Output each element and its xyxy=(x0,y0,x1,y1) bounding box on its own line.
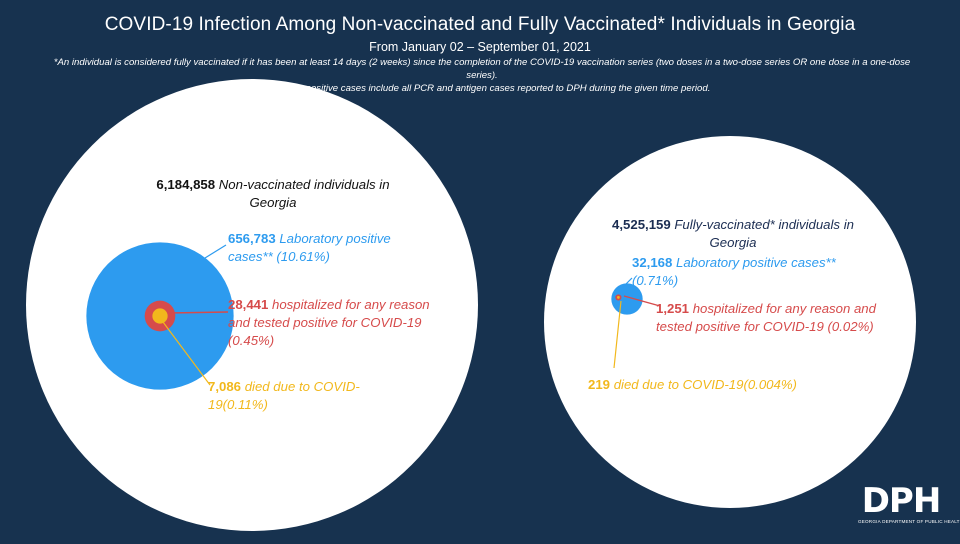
dph-logo: DPH GEORGIA DEPARTMENT OF PUBLIC HEALTH xyxy=(858,481,960,528)
right-population-label: 4,525,159 Fully-vaccinated* individuals … xyxy=(612,217,854,250)
right-hospitalized-label: 1,251 hospitalized for any reason and te… xyxy=(656,301,876,334)
right-cases-circle xyxy=(611,283,643,315)
right-population-circle xyxy=(544,136,916,508)
chart-subtitle: From January 02 – September 01, 2021 xyxy=(369,40,591,54)
right-cases-label: 32,168 Laboratory positive cases**(0.71%… xyxy=(632,255,836,288)
footnote-lab-positive: **Laboratory positive cases include all … xyxy=(249,83,711,94)
left-died-leader xyxy=(159,317,211,386)
right-died-leader xyxy=(613,300,622,369)
left-cases-leader xyxy=(204,244,227,259)
left-population-label: 6,184,858 Non-vaccinated individuals in … xyxy=(156,177,390,210)
right-died-label: 219 died due to COVID-19(0.004%) xyxy=(588,377,797,392)
right-cases-leader xyxy=(622,277,633,288)
left-cases-label: 656,783 Laboratory positive cases** (10.… xyxy=(228,231,391,264)
left-population-circle xyxy=(26,79,478,531)
left-hospitalized-label: 28,441 hospitalized for any reason and t… xyxy=(228,297,430,348)
left-died-label: 7,086 died due to COVID-19(0.11%) xyxy=(208,379,360,412)
footnote-fully-vaccinated: *An individual is considered fully vacci… xyxy=(53,57,911,81)
right-died-circle xyxy=(616,296,620,299)
dph-logo-text: DPH xyxy=(861,481,942,521)
left-died-circle xyxy=(152,308,168,324)
dph-logo-subtext: GEORGIA DEPARTMENT OF PUBLIC HEALTH xyxy=(858,519,960,524)
chart-title: COVID-19 Infection Among Non-vaccinated … xyxy=(104,14,856,35)
left-hospitalized-leader xyxy=(167,311,229,314)
right-hospitalized-leader xyxy=(623,295,661,307)
